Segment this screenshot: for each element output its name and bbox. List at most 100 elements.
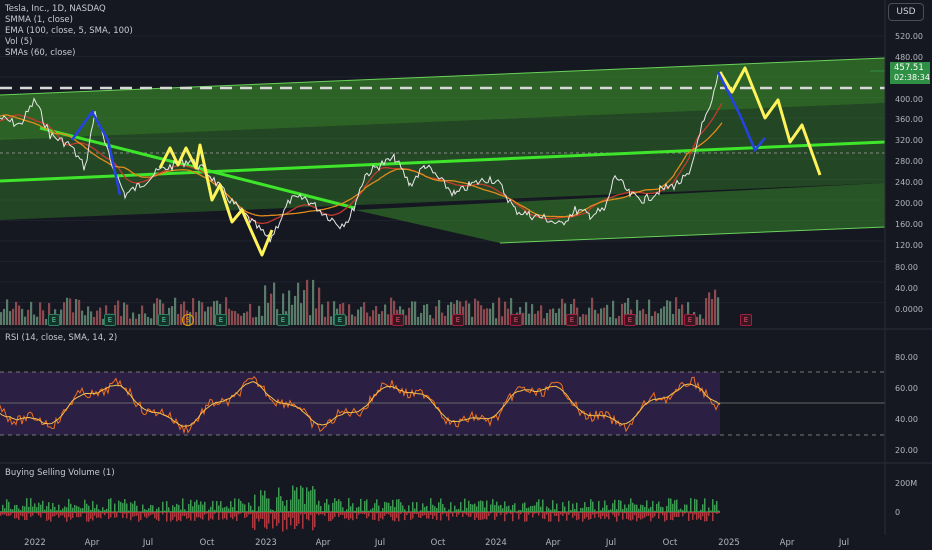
bsv-sell-bar <box>84 512 86 514</box>
bsv-buy-bar <box>302 487 304 512</box>
earnings-e-icon[interactable]: E <box>48 314 60 326</box>
earnings-e-icon[interactable]: E <box>510 314 522 326</box>
bsv-buy-bar <box>524 502 526 512</box>
rsi-pane-label[interactable]: RSI (14, close, SMA, 14, 2) <box>5 333 118 343</box>
volume-bar <box>9 311 12 325</box>
bsv-buy-bar <box>78 506 80 512</box>
earnings-e-icon[interactable]: E <box>104 314 116 326</box>
bsv-buy-bar <box>350 506 352 512</box>
bsv-sell-bar <box>418 512 420 518</box>
smas-legend[interactable]: SMAs (60, close) <box>5 48 76 58</box>
bsv-buy-bar <box>520 510 522 512</box>
bsv-sell-bar <box>444 512 446 514</box>
date-axis-label: Oct <box>200 538 215 548</box>
price-axis-label: 280.00 <box>895 157 923 166</box>
bsv-buy-bar <box>314 489 316 512</box>
earnings-e-icon[interactable]: E <box>740 314 752 326</box>
bsv-buy-bar <box>348 498 350 512</box>
bsv-buy-bar <box>222 507 224 512</box>
bsv-buy-bar <box>228 508 230 512</box>
volume-bar <box>504 301 507 325</box>
bsv-buy-bar <box>66 507 68 512</box>
bsv-buy-bar <box>134 500 136 512</box>
bsv-buy-bar <box>432 504 434 512</box>
bsv-sell-bar <box>400 512 402 514</box>
smma-legend[interactable]: SMMA (1, close) <box>5 15 73 25</box>
vol-legend[interactable]: Vol (5) <box>5 37 33 47</box>
earnings-e-icon[interactable]: E <box>452 314 464 326</box>
bsv-buy-bar <box>500 504 502 512</box>
earnings-e-icon[interactable]: E <box>566 314 578 326</box>
volume-bar <box>24 316 27 325</box>
bsv-buy-bar <box>320 505 322 512</box>
bsv-buy-bar <box>610 509 612 512</box>
bsv-buy-bar <box>512 504 514 512</box>
bsv-buy-bar <box>312 486 314 512</box>
bsv-buy-bar <box>484 507 486 512</box>
volume-bar <box>687 302 690 325</box>
bsv-pane-label[interactable]: Buying Selling Volume (1) <box>5 468 115 478</box>
earnings-e-icon[interactable]: E <box>392 314 404 326</box>
date-axis-label: Apr <box>546 538 561 548</box>
volume-bar <box>528 313 531 325</box>
bsv-sell-bar <box>52 512 54 517</box>
earnings-e-icon[interactable]: E <box>624 314 636 326</box>
bsv-buy-bar <box>236 510 238 512</box>
symbol-title[interactable]: Tesla, Inc., 1D, NASDAQ <box>5 4 106 14</box>
bsv-sell-bar <box>324 512 326 516</box>
bsv-buy-bar <box>180 509 182 512</box>
bsv-sell-bar <box>86 512 88 522</box>
volume-bar <box>531 304 534 325</box>
bsv-sell-bar <box>96 512 98 518</box>
bsv-sell-bar <box>112 512 114 514</box>
ema-legend[interactable]: EMA (100, close, 5, SMA, 100) <box>5 26 133 36</box>
earnings-e-icon[interactable]: E <box>334 314 346 326</box>
bsv-sell-bar <box>42 512 44 514</box>
bsv-buy-bar <box>658 501 660 512</box>
bsv-sell-bar <box>330 512 332 522</box>
bsv-sell-bar <box>290 512 292 526</box>
volume-bar <box>84 315 87 325</box>
volume-bar <box>309 315 312 325</box>
bsv-buy-bar <box>616 509 618 512</box>
volume-bar <box>66 297 69 325</box>
volume-bar <box>63 302 66 325</box>
currency-button[interactable]: USD <box>888 3 924 21</box>
bsv-sell-bar <box>694 512 696 515</box>
bsv-sell-bar <box>88 512 90 522</box>
bsv-sell-bar <box>582 512 584 522</box>
bsv-sell-bar <box>162 512 164 515</box>
earnings-e-icon[interactable]: E <box>158 314 170 326</box>
earnings-e-icon[interactable]: E <box>684 314 696 326</box>
bsv-buy-bar <box>214 509 216 512</box>
bsv-sell-bar <box>120 512 122 514</box>
bsv-sell-bar <box>578 512 580 520</box>
volume-bar <box>717 297 720 325</box>
bsv-buy-bar <box>704 498 706 512</box>
bsv-buy-bar <box>52 502 54 512</box>
bsv-buy-bar <box>288 511 290 512</box>
bsv-sell-bar <box>236 512 238 521</box>
volume-bar <box>411 301 414 325</box>
bsv-buy-bar <box>262 495 264 512</box>
bsv-sell-bar <box>8 512 10 517</box>
bsv-buy-bar <box>256 511 258 512</box>
volume-bar <box>27 309 30 325</box>
volume-bar <box>225 297 228 325</box>
bsv-sell-bar <box>376 512 378 514</box>
last-price-value: 457.51 <box>894 63 924 73</box>
earnings-e-icon[interactable]: E <box>277 314 289 326</box>
bsv-buy-bar <box>38 502 40 512</box>
volume-bar <box>30 301 33 325</box>
bsv-buy-bar <box>192 506 194 512</box>
volume-bar <box>372 310 375 325</box>
earnings-e-icon[interactable]: E <box>215 314 227 326</box>
bsv-buy-bar <box>612 503 614 512</box>
split-s-icon[interactable]: S <box>182 314 194 326</box>
volume-bar <box>123 302 126 325</box>
bsv-buy-bar <box>46 506 48 512</box>
bsv-sell-bar <box>118 512 120 513</box>
bsv-sell-bar <box>626 512 628 519</box>
